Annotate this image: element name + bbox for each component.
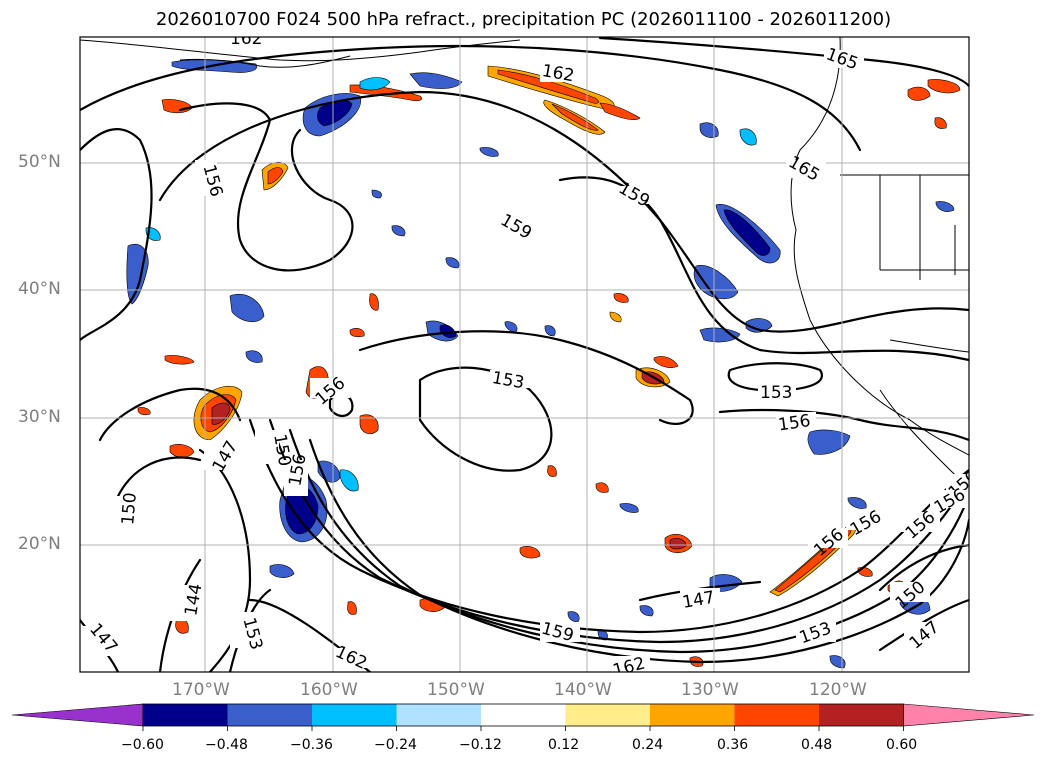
lon-tick-label: 140°W [554,680,612,700]
contour-label: 150 [118,492,141,526]
lon-tick-label: 120°W [809,680,867,700]
contour-jet-3 [288,428,969,654]
colorbar-ticks [142,726,904,731]
colorbar-bin [143,704,228,726]
lat-tick-label: 30°N [18,407,61,427]
contour-trough-loop [418,366,553,472]
contour-153-east-loop [727,362,823,392]
colorbar-tick-label: 0.12 [548,737,580,753]
colorbar-bin [734,704,819,726]
contour-147-east-low [878,598,969,652]
colorbar-bin [312,704,397,726]
contour-jet-2 [268,418,969,644]
colorbar-tick-label: −0.48 [205,737,248,753]
colorbar-bin [819,704,904,726]
colorbar-extend-low [11,703,144,727]
contour-150-east-low [878,543,969,592]
colorbar-bin [396,704,481,726]
colorbar-tick-label: 0.60 [886,737,918,753]
colorbar-bin [227,704,312,726]
colorbar-frame [142,703,904,727]
colorbar-tick-label: 0.36 [717,737,749,753]
coastline-alaska [80,39,521,62]
lon-tick-label: 130°W [681,680,739,700]
contour-156-east [718,408,969,442]
colorbar-extend-high [903,703,1035,727]
lon-tick-label: 150°W [427,680,485,700]
map-background [80,37,969,672]
precip-blob-western [137,355,379,458]
contour-label: 153 [760,383,792,403]
colorbar-tick-label: −0.36 [290,737,333,753]
lon-tick-label: 170°W [172,680,230,700]
map-frame [79,36,970,673]
colorbar-bin [481,704,566,726]
contour-147-sw [198,448,252,672]
lat-tick-label: 50°N [18,152,61,172]
contour-153-center [358,330,694,425]
colorbar-tick-label: −0.24 [374,737,417,753]
precip-band-alaska-gulf [487,65,641,135]
border-states [879,175,969,280]
colorbar-tick-label: −0.60 [121,737,164,753]
precip-neg-central-pacific [126,189,931,669]
gridlines [80,37,969,672]
contour-150-west [98,387,242,442]
contour-156-west [80,128,153,342]
contour-jet-1 [248,418,969,634]
contour-label: 162 [230,29,262,49]
lat-tick-label: 20°N [18,534,61,554]
map-panel: 162 162 165 165 159 159 156 156 156 153 … [80,29,969,672]
colorbar [11,703,1035,731]
colorbar-tick-label: 0.48 [801,737,833,753]
colorbar-bin [565,704,650,726]
coastline-north-america [790,37,969,456]
coastline-alaska-peninsula [179,55,351,68]
colorbar-bin [650,704,735,726]
colorbar-tick-label: 0.24 [632,737,664,753]
map-title: 2026010700 F024 500 hPa refract., precip… [155,9,892,30]
colorbar-tick-label: −0.12 [459,737,502,753]
precip-negative-patches [126,59,955,669]
contour-156-mid [178,102,354,272]
lat-tick-label: 40°N [18,279,61,299]
coastlines [80,37,969,489]
lon-tick-label: 160°W [300,680,358,700]
contour-label: 156 [777,411,812,435]
contour-162-north [80,44,862,152]
border-us-mexico [889,339,969,353]
